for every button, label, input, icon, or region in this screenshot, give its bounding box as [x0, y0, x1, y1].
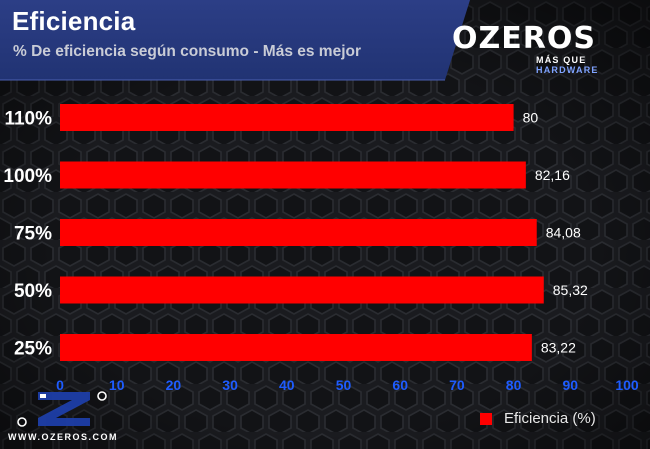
bar	[60, 219, 537, 246]
category-label: 50%	[14, 281, 52, 302]
bar	[60, 104, 514, 131]
data-label: 82,16	[535, 167, 570, 183]
x-tick-label: 90	[563, 377, 579, 393]
data-label: 83,22	[541, 340, 576, 356]
bar	[60, 161, 526, 189]
chart-subtitle: % De eficiencia según consumo - Más es m…	[13, 43, 362, 60]
header-band	[0, 0, 470, 80]
data-label: 84,08	[546, 225, 581, 241]
logo-tagline: MÁS QUE HARDWARE	[536, 55, 599, 75]
category-label: 75%	[14, 224, 52, 245]
legend-label: Eficiencia (%)	[504, 410, 596, 427]
data-label: 85,32	[553, 282, 588, 298]
x-tick-label: 0	[56, 377, 64, 393]
x-tick-label: 60	[392, 377, 408, 393]
watermark-logo: WWW.OZEROS.COM	[8, 386, 120, 446]
watermark-z-icon	[17, 391, 107, 427]
legend-swatch	[480, 412, 492, 425]
ozeros-logo: OZEROS MÁS QUE HARDWARE	[452, 21, 644, 76]
logo-wordmark: OZEROS	[452, 21, 596, 56]
chart-title: Eficiencia	[12, 6, 136, 36]
x-tick-label: 20	[166, 377, 182, 393]
x-tick-label: 30	[222, 377, 238, 393]
category-label: 100%	[3, 166, 52, 187]
data-label: 80	[523, 110, 539, 126]
bar	[60, 334, 532, 361]
x-tick-label: 70	[449, 377, 465, 393]
bar	[60, 276, 544, 304]
x-tick-label: 40	[279, 377, 295, 393]
x-tick-label: 10	[109, 377, 125, 393]
category-label: 25%	[14, 339, 52, 360]
category-label: 110%	[4, 109, 52, 130]
x-tick-label: 80	[506, 377, 522, 393]
x-tick-label: 100	[615, 377, 639, 393]
watermark-url: WWW.OZEROS.COM	[8, 432, 118, 442]
legend: Eficiencia (%)	[480, 410, 596, 427]
x-tick-label: 50	[336, 377, 352, 393]
